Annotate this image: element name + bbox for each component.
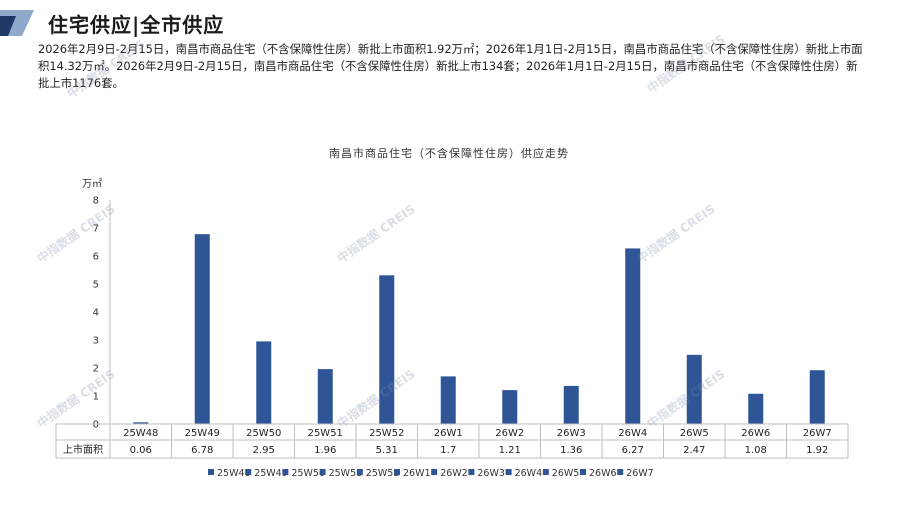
data-label: 1.21 [499, 445, 521, 456]
bar [256, 341, 272, 424]
legend-label: 25W49 [254, 468, 288, 479]
data-label: 2.47 [683, 445, 705, 456]
bar [625, 248, 641, 424]
bar [133, 422, 149, 424]
y-axis-unit: 万㎡ [82, 178, 102, 190]
legend-label: 25W48 [217, 468, 251, 479]
bar [686, 354, 702, 424]
bar [748, 393, 764, 424]
legend-swatch [580, 469, 586, 475]
bar [440, 376, 456, 424]
legend-label: 26W7 [626, 468, 654, 479]
legend-label: 26W6 [589, 468, 617, 479]
bar [194, 234, 210, 424]
legend-label: 26W3 [477, 468, 505, 479]
y-tick-label: 1 [93, 392, 99, 403]
x-tick-label: 25W51 [308, 428, 343, 439]
y-tick-label: 4 [93, 308, 99, 319]
bar [502, 390, 518, 424]
legend-swatch [319, 469, 326, 475]
bar [809, 370, 825, 424]
data-label: 6.78 [191, 445, 213, 456]
legend-label: 26W1 [403, 468, 431, 479]
x-tick-label: 25W49 [185, 428, 220, 439]
y-tick-label: 3 [93, 336, 99, 347]
bar [379, 275, 395, 424]
y-tick-label: 2 [93, 364, 99, 375]
legend-swatch [394, 469, 400, 475]
x-tick-label: 25W48 [123, 428, 158, 439]
data-label: 5.31 [376, 445, 398, 456]
legend-swatch [245, 469, 252, 475]
legend-swatch [617, 469, 624, 475]
legend-label: 26W5 [552, 468, 580, 479]
data-label: 1.7 [440, 445, 456, 456]
data-label: 1.92 [806, 445, 828, 456]
legend-swatch [282, 469, 289, 475]
y-tick-label: 5 [93, 280, 99, 291]
legend-label: 25W52 [366, 468, 400, 479]
y-tick-label: 0 [93, 420, 99, 431]
data-label: 6.27 [622, 445, 644, 456]
legend-label: 25W50 [291, 468, 325, 479]
x-tick-label: 26W1 [434, 428, 463, 439]
data-label: 0.06 [130, 445, 152, 456]
legend-label: 26W4 [515, 468, 543, 479]
x-tick-label: 26W4 [618, 428, 647, 439]
legend-swatch [208, 469, 214, 475]
series-label: 上市面积 [63, 443, 103, 456]
x-tick-label: 26W5 [680, 428, 709, 439]
x-tick-label: 26W3 [557, 428, 586, 439]
x-tick-label: 25W50 [246, 428, 281, 439]
data-label: 1.36 [560, 445, 582, 456]
header-decoration [0, 10, 34, 36]
data-label: 2.95 [253, 445, 275, 456]
legend-swatch [468, 469, 475, 475]
x-tick-label: 26W6 [741, 428, 770, 439]
legend-label: 25W51 [329, 468, 363, 479]
x-tick-label: 26W7 [803, 428, 832, 439]
bar [317, 369, 333, 424]
y-tick-label: 8 [93, 196, 99, 207]
legend-swatch [542, 469, 549, 475]
chart-title: 南昌市商品住宅（不含保障性住房）供应走势 [329, 146, 569, 160]
legend-swatch [505, 469, 512, 475]
legend-swatch [431, 469, 438, 475]
bar [563, 385, 579, 424]
legend-swatch [356, 469, 363, 475]
y-tick-label: 6 [93, 252, 99, 263]
x-tick-label: 26W2 [495, 428, 524, 439]
data-label: 1.08 [745, 445, 767, 456]
data-label: 1.96 [314, 445, 336, 456]
header-deco-dark-shape [0, 16, 16, 36]
y-tick-label: 7 [93, 224, 99, 235]
summary-paragraph: 2026年2月9日-2月15日，南昌市商品住宅（不含保障性住房）新批上市面积1.… [38, 42, 863, 90]
legend-label: 26W2 [440, 468, 468, 479]
page-title: 住宅供应|全市供应 [48, 13, 225, 37]
x-tick-label: 25W52 [369, 428, 404, 439]
